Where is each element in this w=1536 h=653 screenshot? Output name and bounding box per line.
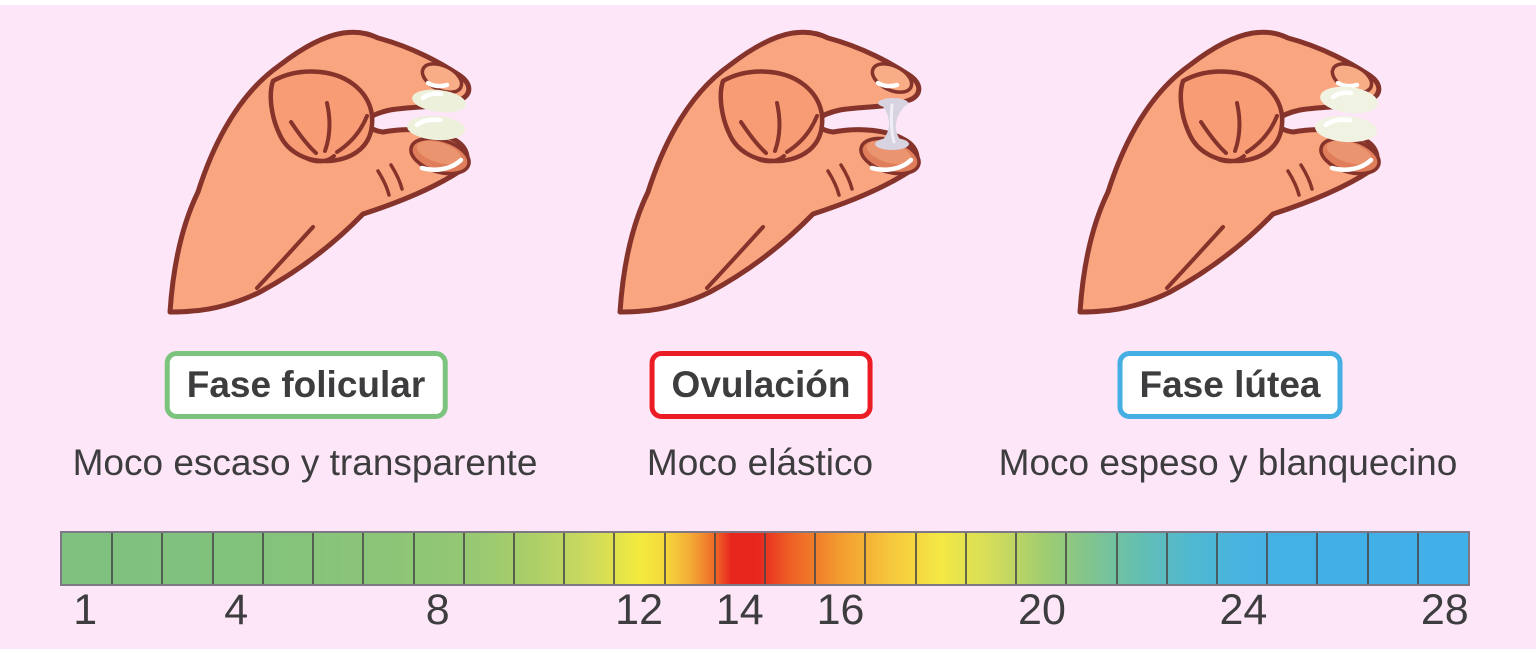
day-tick-label: 1 — [73, 586, 98, 634]
day-cell-divider — [764, 533, 766, 584]
hand-illustration-follicular-phase — [140, 20, 560, 330]
day-cell-divider — [462, 533, 465, 584]
phase-description-ovulation: Moco elástico — [646, 442, 874, 483]
phase-label-ovulation: Ovulación — [649, 351, 873, 420]
day-cell-divider — [261, 533, 264, 584]
phase-label-follicular: Fase folicular — [164, 351, 448, 420]
phase-label-text: Ovulación — [671, 364, 851, 405]
day-tick-label: 8 — [425, 586, 450, 634]
day-tick-label: 12 — [615, 586, 664, 634]
day-cell-divider — [111, 533, 114, 584]
day-cell-divider — [412, 533, 415, 584]
day-tick-label: 24 — [1219, 586, 1268, 634]
day-cell-divider — [1165, 533, 1168, 584]
day-cell-divider — [964, 533, 967, 584]
phase-label-text: Fase folicular — [186, 364, 426, 405]
day-cell-divider — [713, 533, 716, 584]
day-tick-label: 16 — [816, 586, 865, 634]
top-edge-strip — [0, 0, 1536, 5]
cycle-gradient-strip — [60, 531, 1470, 586]
phase-description-follicular: Moco escaso y transparente — [72, 442, 538, 483]
day-cell-divider — [1215, 533, 1218, 584]
day-cell-divider — [613, 533, 616, 584]
phase-description-luteal: Moco espeso y blanquecino — [998, 442, 1458, 483]
bottom-edge-strip — [0, 649, 1536, 653]
day-cell-divider — [512, 533, 515, 584]
day-cell-divider — [1115, 533, 1118, 584]
phase-label-text: Fase lútea — [1139, 364, 1321, 405]
day-tick-label: 28 — [1420, 586, 1469, 634]
day-cell-divider — [663, 533, 666, 584]
day-cell-divider — [563, 533, 566, 584]
cycle-day-scale: 1 4 8 12 14 16 20 24 28 — [60, 531, 1470, 641]
day-cell-divider — [211, 533, 214, 584]
hand-illustration-ovulation — [590, 20, 1010, 330]
hand-illustration-luteal-phase — [1050, 20, 1470, 330]
day-tick-label: 20 — [1018, 586, 1066, 634]
day-cell-divider — [312, 533, 315, 584]
day-cell-divider — [1316, 533, 1319, 584]
phase-label-luteal: Fase lútea — [1117, 351, 1343, 420]
day-cell-divider — [1266, 533, 1269, 584]
day-cell-divider — [914, 533, 917, 584]
cycle-tick-labels: 1 4 8 12 14 16 20 24 28 — [60, 589, 1470, 641]
day-cell-divider — [814, 533, 817, 584]
day-cell-divider — [362, 533, 365, 584]
day-tick-label: 14 — [715, 586, 764, 634]
day-tick-label: 4 — [224, 586, 249, 634]
day-cell-divider — [1015, 533, 1018, 584]
day-cell-divider — [1416, 533, 1419, 584]
day-cell-divider — [1065, 533, 1068, 584]
day-cell-divider — [161, 533, 164, 584]
day-cell-divider — [1366, 533, 1369, 584]
day-cell-divider — [864, 533, 867, 584]
